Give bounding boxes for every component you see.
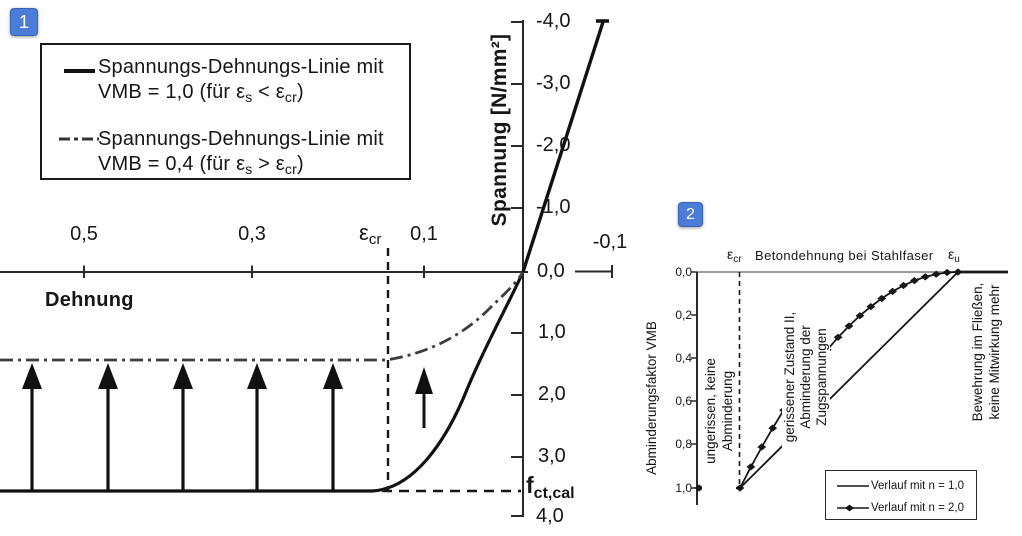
c2-y-axis-title: Abminderungsfaktor VMB	[644, 321, 659, 475]
c2-ytick-00: 0,0	[675, 265, 692, 279]
c1-x-axis-title: Dehnung	[45, 289, 134, 311]
c2-annotation-yielding: Bewehrung im Fließen, keine Mitwirkung m…	[969, 276, 1003, 428]
c2-plateau-marker	[694, 484, 704, 492]
c2-legend-box: Verlauf mit n = 1,0 Verlauf mit n = 2,0	[825, 470, 977, 520]
fctcal-label: fct,cal	[526, 472, 575, 502]
legend-dashdot-line-sample	[59, 137, 99, 141]
c1-y-axis-ticks	[511, 21, 523, 517]
c2-ytick-10: 1,0	[675, 481, 692, 495]
stress-reduction-arrows	[22, 363, 433, 490]
c1-x-axis-ticks	[83, 265, 613, 278]
legend-solid-line-sample	[64, 69, 95, 73]
c1-ytick-m3: -3,0	[536, 72, 571, 94]
c1-ytick-4: 4,0	[536, 505, 564, 527]
c1-ytick-3: 3,0	[538, 445, 566, 467]
c1-curve-vmb10	[0, 271, 525, 493]
chart1-stress-strain-plot	[0, 19, 613, 517]
c2-ytick-04: 0,4	[675, 351, 692, 365]
c2-verlauf-curves	[735, 268, 963, 492]
c1-ytick-1: 1,0	[538, 321, 566, 343]
c2-epscr-label: εcr	[727, 246, 742, 265]
figure-1-badge: 1	[10, 8, 38, 36]
c1-ytick-0: 0,0	[534, 260, 568, 283]
legend-n20-line-sample	[837, 504, 869, 512]
c1-xtick-01: 0,1	[410, 223, 438, 245]
c2-ytick-02: 0,2	[675, 308, 692, 322]
c2-annotation-cracked-state: gerissener Zustand II, Abminderung der Z…	[782, 295, 830, 459]
c2-epsu-label: εu	[948, 246, 960, 265]
c2-legend-item-n10: Verlauf mit n = 1,0	[826, 475, 976, 497]
c1-y-axis-title: Spannung [N/mm²]	[488, 33, 511, 227]
c2-ytick-08: 0,8	[675, 437, 692, 451]
c1-epscr-label: εcr	[359, 220, 382, 248]
c1-elastic-line	[521, 19, 609, 273]
legend-n10-line-sample	[837, 485, 869, 487]
c1-legend-item-vmb10: Spannungs-Dehnungs-Linie mit VMB = 1,0 (…	[98, 56, 384, 105]
c1-xtick-05: 0,5	[70, 223, 98, 245]
c2-y-axis-ticks	[691, 271, 697, 489]
c2-legend-item-n20: Verlauf mit n = 2,0	[826, 497, 976, 519]
c2-x-axis-title: Betondehnung bei Stahlfaser	[755, 248, 934, 263]
c1-ytick-m1: -1,0	[536, 196, 571, 218]
c2-ytick-06: 0,6	[675, 394, 692, 408]
c1-xtick-m01: -0,1	[592, 231, 628, 253]
c1-ytick-m4: -4,0	[536, 10, 571, 32]
c1-legend-item-vmb04: Spannungs-Dehnungs-Linie mit VMB = 0,4 (…	[98, 128, 384, 177]
c1-legend-box: Spannungs-Dehnungs-Linie mit VMB = 1,0 (…	[40, 43, 411, 180]
c2-annotation-uncracked: ungerissen, keine Abminderung	[702, 331, 736, 491]
c1-ytick-m2: -2,0	[536, 134, 571, 156]
c1-ytick-2: 2,0	[538, 383, 566, 405]
c1-xtick-03: 0,3	[238, 223, 266, 245]
c1-curve-vmb04	[0, 271, 525, 362]
c1-x-axis	[0, 270, 612, 273]
figure-2-badge: 2	[678, 202, 703, 227]
